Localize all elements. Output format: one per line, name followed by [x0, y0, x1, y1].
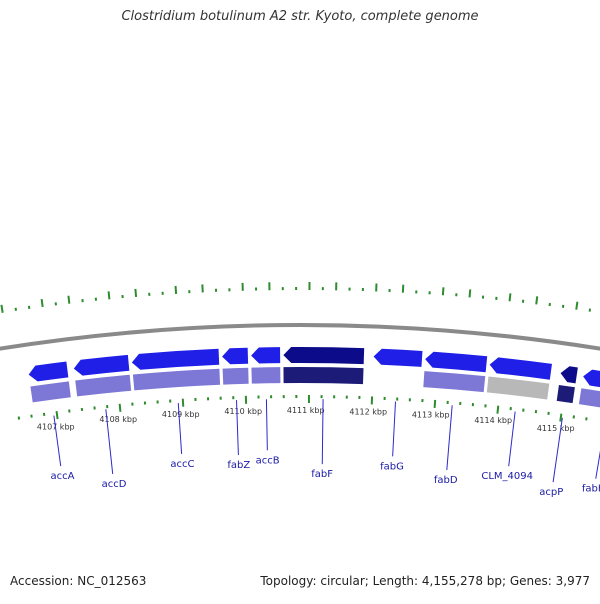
cds-bar: [579, 388, 600, 413]
scale-tick-label: 4111 kbp: [287, 406, 325, 415]
gene-labels: accA accD accC fabZ accB fabF fabG fabD CLM_4094…: [50, 455, 600, 498]
gene-label: fabF: [311, 469, 333, 480]
gene-label: fabZ: [227, 460, 250, 471]
scale-tick-label: 4115 kbp: [537, 424, 575, 433]
gene-leader-line: [596, 424, 600, 478]
inner-tick: [120, 404, 121, 412]
gene-arrow: [29, 361, 69, 381]
outer-tick: [1, 305, 2, 313]
outer-tick-ring: [1, 282, 600, 314]
cds-bar: [487, 377, 549, 400]
genome-summary-label: Topology: circular; Length: 4,155,278 bp…: [260, 574, 590, 588]
gene-label: accD: [102, 479, 127, 490]
outer-tick: [109, 291, 110, 299]
outer-tick: [176, 286, 177, 294]
inner-tick: [183, 399, 184, 407]
gene-arrow: [561, 366, 578, 383]
gene-label: accC: [170, 459, 194, 470]
gene-arrow: [222, 348, 248, 365]
scale-tick-label: 4112 kbp: [349, 407, 387, 416]
gene-arrow: [490, 357, 552, 379]
gene-label: accB: [256, 455, 280, 466]
gene-label: CLM_4094: [481, 471, 533, 482]
cds-bar: [423, 371, 485, 392]
gene-arrow: [425, 352, 487, 372]
cds-bar: [75, 375, 131, 397]
accession-label: Accession: NC_012563: [10, 574, 146, 588]
outer-tick: [135, 289, 136, 297]
inner-tick: [435, 400, 436, 408]
outer-tick: [42, 299, 43, 307]
scale-tick-label: 4110 kbp: [224, 407, 262, 416]
genome-title: Clostridium botulinum A2 str. Kyoto, com…: [0, 9, 600, 24]
gene-arrow: [251, 347, 280, 363]
gene-arrow: [74, 355, 130, 376]
scale-tick-label: 4114 kbp: [474, 416, 512, 425]
cds-bar: [557, 385, 575, 403]
gene-label: fabD: [434, 475, 458, 486]
gene-label: acpP: [539, 487, 563, 498]
gene-label: fabG: [380, 461, 404, 472]
outer-tick: [536, 296, 537, 304]
gene-label: accA: [50, 471, 74, 482]
scale-tick-label: 4113 kbp: [412, 411, 450, 420]
gene-arrow: [132, 349, 219, 370]
cds-bar: [251, 367, 280, 384]
gene-label: fabH: [582, 483, 600, 494]
inner-tick: [560, 414, 561, 422]
cds-bar: [30, 381, 70, 402]
outer-tick: [443, 287, 444, 295]
cds-bar: [133, 369, 220, 391]
gene-arrow: [283, 347, 364, 364]
gene-leader-line: [266, 399, 267, 450]
outer-tick: [68, 296, 69, 304]
outer-tick: [576, 302, 577, 310]
outer-tick: [510, 293, 511, 301]
scale-tick-label: 4108 kbp: [99, 415, 137, 424]
inner-tick: [57, 411, 58, 419]
cds-bar: [223, 368, 249, 385]
cds-bar: [283, 367, 363, 384]
inner-tick: [497, 406, 498, 414]
gene-arrow: [374, 349, 423, 367]
scale-tick-label: 4109 kbp: [162, 410, 200, 419]
gene-leader-line: [393, 401, 396, 456]
outer-tick: [470, 289, 471, 297]
